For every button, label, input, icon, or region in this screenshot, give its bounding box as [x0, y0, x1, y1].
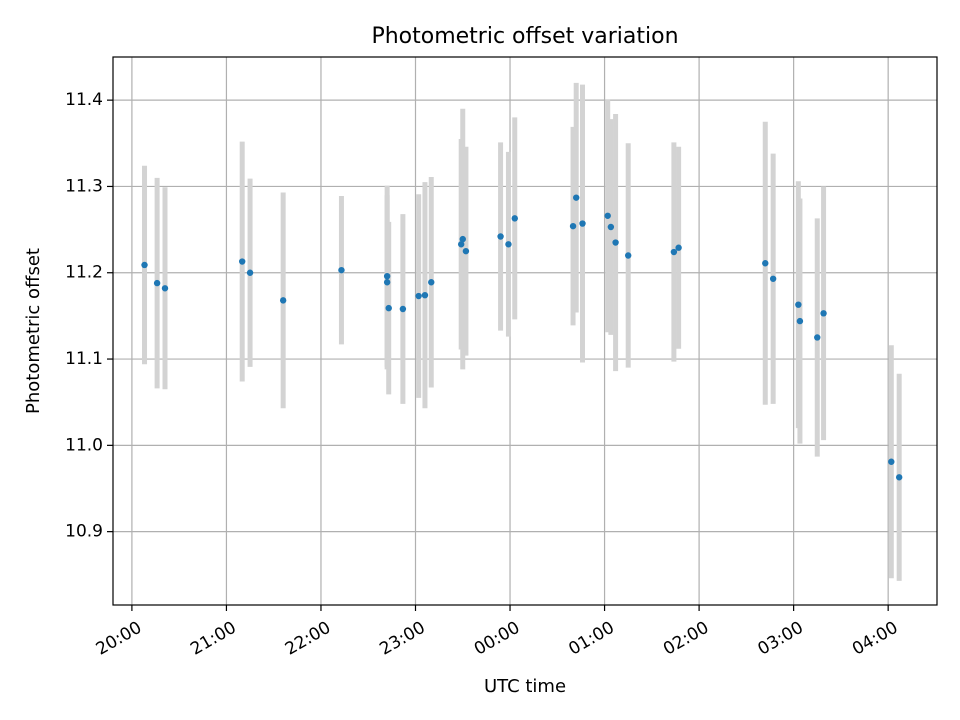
data-point	[459, 235, 466, 243]
data-point	[279, 297, 287, 304]
data-point	[769, 275, 777, 282]
data-point	[141, 261, 148, 269]
data-point	[795, 301, 802, 308]
data-point	[607, 223, 615, 231]
data-point	[511, 215, 518, 222]
y-axis-label: Photometric offset	[23, 248, 44, 414]
y-tick-label: 11.0	[65, 435, 103, 455]
data-point	[612, 239, 619, 246]
data-point	[238, 258, 246, 265]
y-axis-ticks: 10.9 11.0 11.1 11.2 11.3 11.4	[65, 90, 113, 542]
y-tick-label: 11.1	[65, 349, 103, 369]
data-point	[624, 252, 632, 259]
data-point	[569, 222, 577, 230]
data-point	[814, 334, 821, 341]
data-point	[383, 279, 391, 286]
data-point	[161, 285, 169, 292]
grid	[113, 57, 937, 605]
data-point	[820, 310, 827, 317]
data-point	[579, 220, 586, 227]
y-tick-label: 11.4	[65, 90, 103, 110]
data-point	[415, 292, 422, 300]
data-point	[383, 273, 391, 280]
y-tick-label: 11.3	[65, 176, 103, 196]
data-point	[385, 304, 392, 312]
data-point	[670, 248, 678, 256]
data-point	[675, 244, 682, 251]
data-points	[141, 194, 903, 481]
data-point	[457, 241, 465, 248]
plot-frame	[112, 56, 938, 606]
data-point	[796, 317, 804, 325]
data-point	[153, 279, 161, 287]
data-point	[246, 269, 254, 276]
data-point	[497, 233, 504, 240]
y-tick-label: 10.9	[65, 522, 103, 542]
data-point	[462, 247, 470, 255]
data-point	[399, 305, 407, 313]
data-point	[888, 458, 895, 465]
y-tick-label: 11.2	[65, 263, 103, 283]
data-point	[604, 212, 611, 219]
chart-title: Photometric offset variation	[371, 24, 678, 49]
data-point	[338, 266, 345, 274]
data-point	[573, 194, 580, 201]
data-point	[505, 241, 512, 248]
data-point	[762, 260, 769, 267]
data-point	[421, 291, 429, 299]
data-point	[428, 279, 435, 286]
x-axis-label: UTC time	[484, 676, 566, 697]
data-point	[895, 474, 903, 481]
